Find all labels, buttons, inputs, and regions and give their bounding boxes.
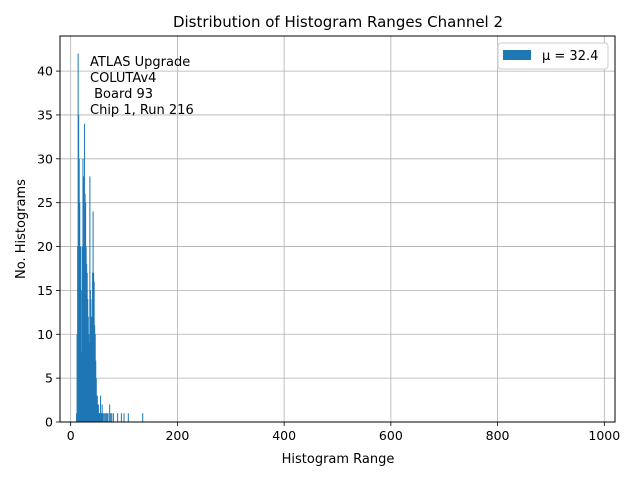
histogram-bar [110,413,112,422]
chart-title: Distribution of Histogram Ranges Channel… [173,13,503,31]
histogram-bar [77,246,79,422]
histogram-bar [87,316,89,422]
annotation-line: COLUTAv4 [90,71,156,86]
histogram-bar [94,334,96,422]
histogram-bar [90,316,92,422]
histogram-bar [84,193,86,422]
histogram-bar [90,299,92,422]
histogram-bar [88,343,90,422]
histogram-bar [95,378,97,422]
y-tick-label: 40 [37,64,53,79]
x-tick-label: 400 [272,428,296,443]
histogram-bar [86,264,88,422]
histogram-bar [85,202,87,422]
histogram-bar [103,413,105,422]
histogram-bar [102,413,104,422]
histogram-bar [80,290,82,422]
histogram-bar [82,176,84,422]
histogram-bar [97,404,99,422]
y-tick-label: 0 [45,415,53,430]
histogram-bar [97,404,99,422]
annotation-line: Board 93 [90,87,153,102]
x-tick-label: 200 [165,428,189,443]
histogram-bar [117,413,119,422]
histogram-bar [83,246,85,422]
histogram-bar [100,413,102,422]
histogram-bar [95,360,97,422]
histogram-bar [101,413,103,422]
legend: μ = 32.4 [497,42,609,70]
y-tick-label: 25 [37,195,53,210]
histogram-bar [100,395,102,422]
histogram-bar [87,299,89,422]
histogram-bar [104,413,106,422]
histogram-bar [79,246,81,422]
histogram-bar [107,413,109,422]
histogram-bar [105,413,107,422]
legend-box [497,42,609,70]
y-tick-label: 20 [37,239,53,254]
histogram-bar [78,158,80,422]
histogram-bar [84,123,86,423]
histogram-bar [92,211,94,422]
histogram-bar [88,334,90,422]
x-tick-label: 1000 [588,428,620,443]
histogram-bar [98,413,100,422]
histogram-bar [77,53,79,422]
y-tick-label: 10 [37,327,53,342]
bars [76,53,144,423]
annotation-text: ATLAS Upgrade COLUTAv4 Board 93 Chip 1, … [90,55,194,118]
histogram-bar [123,413,125,422]
x-tick-label: 600 [379,428,403,443]
histogram-bar [120,413,122,422]
y-axis-label: No. Histograms [14,179,29,279]
plot-frame [59,35,616,423]
histogram-bar [96,395,98,422]
y-tick-label: 15 [37,283,53,298]
annotation-line: ATLAS Upgrade [90,55,190,70]
histogram-bar [109,404,111,422]
x-axis-ticks: 0 200 400 600 800 1000 [67,422,620,443]
histogram-bar [79,202,81,422]
y-tick-label: 5 [45,371,53,386]
histogram-bar [82,158,84,422]
histogram-bar [142,413,144,422]
histogram-bar [99,413,101,422]
histogram-bar [111,413,113,422]
x-tick-label: 800 [486,428,510,443]
histogram-bar [112,413,114,422]
histogram-bar [78,114,80,423]
histogram-bar [80,246,82,422]
histogram-bar [93,272,95,422]
legend-label: μ = 32.4 [542,49,598,64]
histogram-bar [96,395,98,422]
histogram-bar [98,413,100,422]
legend-swatch [503,50,531,60]
plot-area [60,36,615,422]
histogram-bar [85,246,87,422]
histogram-bar [106,413,108,422]
y-axis-ticks: 0 5 10 15 20 25 30 35 40 [37,64,60,430]
y-tick-label: 30 [37,151,53,166]
histogram-bar [101,404,103,422]
histogram-bar [91,316,93,422]
histogram-bar [92,272,94,422]
histogram-bar [76,334,78,422]
annotation-line: Chip 1, Run 216 [90,103,194,118]
histogram-bar [81,351,83,422]
histogram-bar [89,176,91,422]
histogram-bar [94,325,96,422]
histogram-bar [127,413,129,422]
histogram-bar [81,246,83,422]
x-tick-label: 0 [67,428,75,443]
histogram-bar [89,290,91,422]
histogram-bar [93,281,95,422]
histogram-bar [76,413,78,422]
x-axis-label: Histogram Range [282,452,395,467]
histogram-bar [86,272,88,422]
y-tick-label: 35 [37,107,53,122]
